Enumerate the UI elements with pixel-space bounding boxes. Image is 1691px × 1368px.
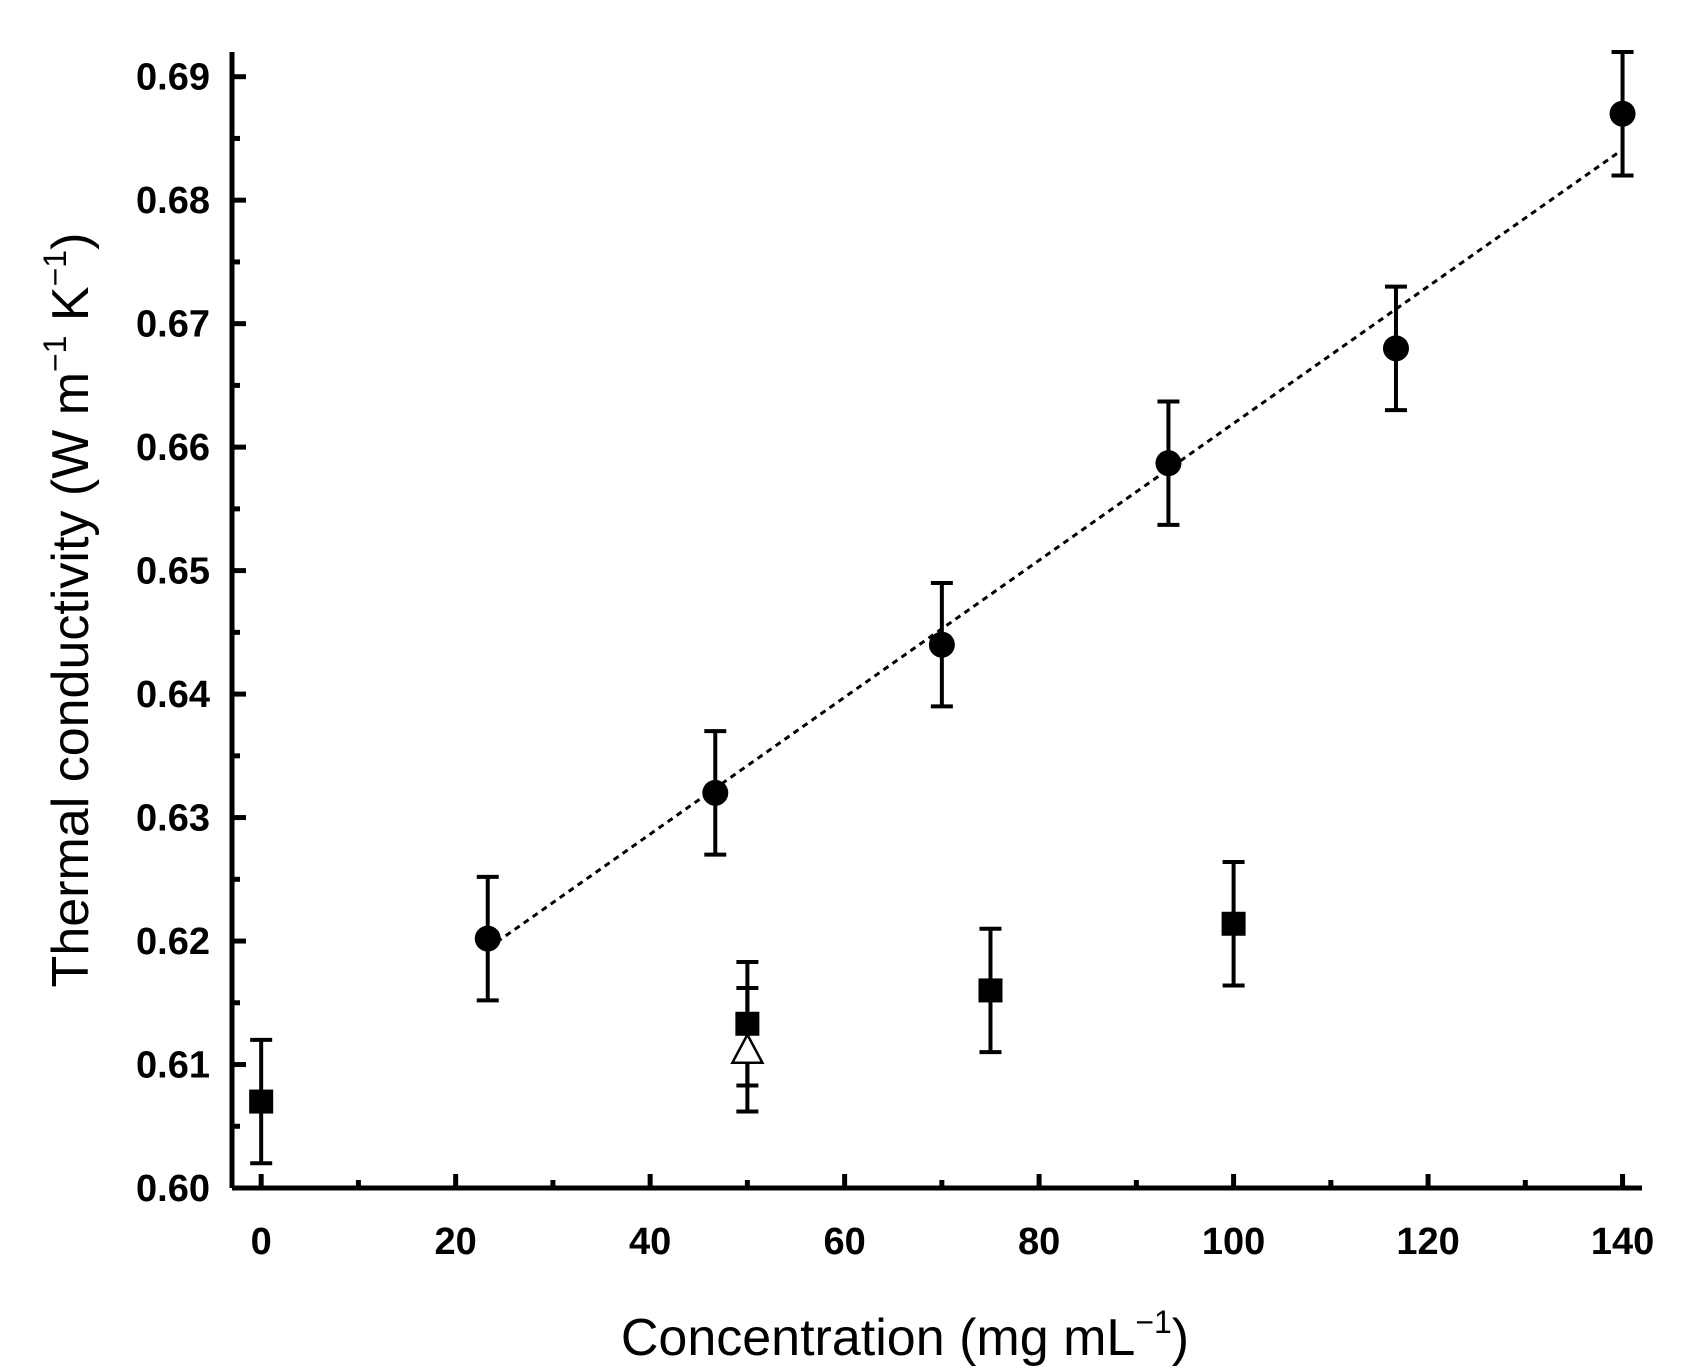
data-point-circle xyxy=(928,631,955,658)
x-axis-title: Concentration (mg mL−1) xyxy=(621,1304,1189,1367)
x-tick-label: 140 xyxy=(1591,1221,1654,1263)
data-point-square xyxy=(249,1089,274,1114)
x-tick-label: 120 xyxy=(1396,1221,1459,1263)
y-tick-label: 0.64 xyxy=(136,674,210,716)
x-tick-label: 80 xyxy=(1018,1221,1060,1263)
y-tick-label: 0.62 xyxy=(136,921,210,963)
fit-line xyxy=(486,148,1624,950)
axes: 0 20 40 60 80 100 120 140 0.60 0.61 0.62 0.63 0.64 0.… xyxy=(136,52,1654,1263)
x-tick-label: 0 xyxy=(251,1221,272,1263)
data-point-circle xyxy=(702,779,729,806)
y-tick-label: 0.66 xyxy=(136,427,210,469)
data-point-triangle xyxy=(730,1032,765,1064)
plot-area xyxy=(249,50,1636,1166)
x-tick-label: 100 xyxy=(1202,1221,1265,1263)
y-axis-title: Thermal conductivity (W m−1 K−1) xyxy=(37,233,100,988)
data-point-circle xyxy=(1609,100,1636,127)
data-point-circle xyxy=(1155,450,1182,477)
data-point-circle xyxy=(474,925,501,952)
y-tick-label: 0.63 xyxy=(136,798,210,840)
y-tick-label: 0.67 xyxy=(136,304,210,346)
y-tick-label: 0.60 xyxy=(136,1168,210,1210)
x-tick-label: 40 xyxy=(629,1221,671,1263)
data-point-square xyxy=(978,978,1003,1003)
y-tick-label: 0.68 xyxy=(136,180,210,222)
y-tick-label: 0.65 xyxy=(136,551,210,593)
data-point-square xyxy=(1221,911,1246,936)
x-tick-label: 20 xyxy=(435,1221,477,1263)
y-tick-label: 0.69 xyxy=(136,57,210,99)
x-tick-label: 60 xyxy=(823,1221,865,1263)
y-tick-label: 0.61 xyxy=(136,1045,210,1087)
data-point-circle xyxy=(1382,335,1409,362)
